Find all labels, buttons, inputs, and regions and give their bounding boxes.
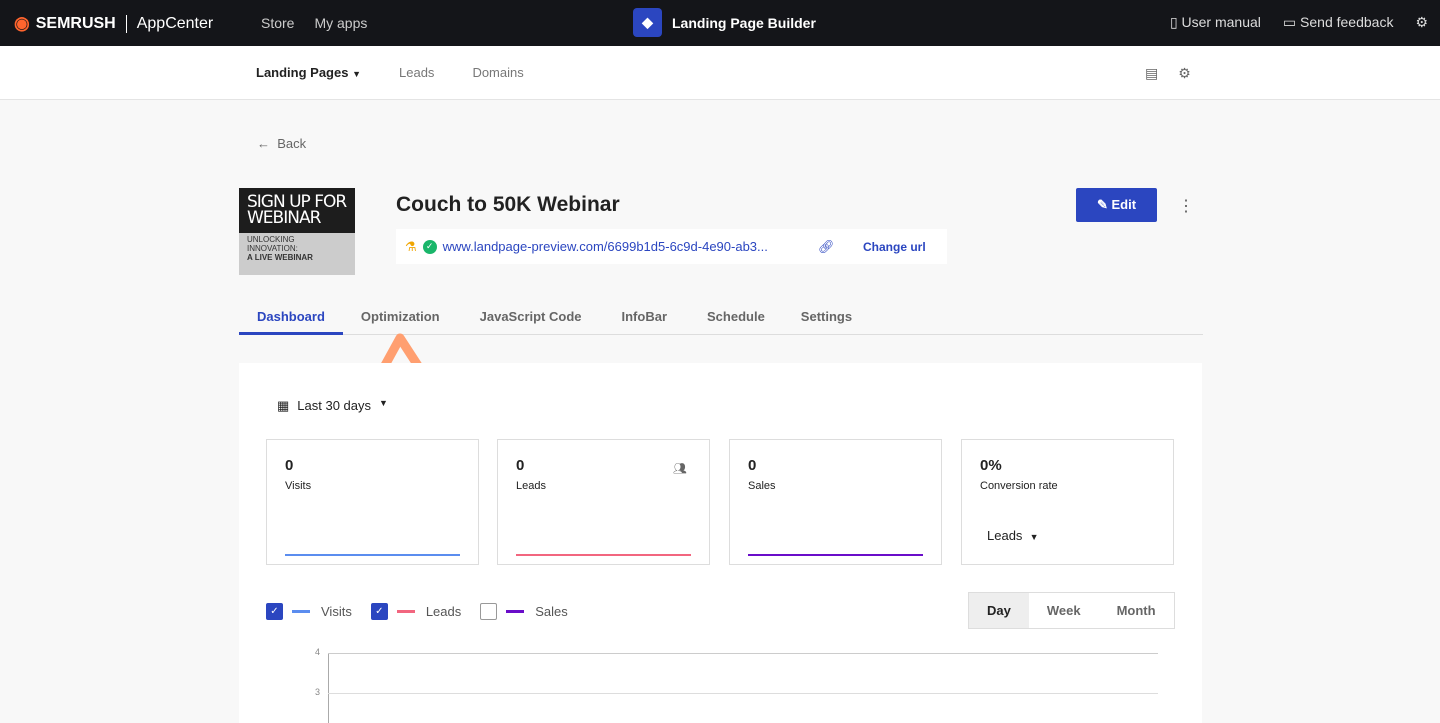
y-tick-label: 3 xyxy=(315,687,321,697)
conversion-select[interactable]: Leads ▼ xyxy=(987,528,1039,543)
nav-store[interactable]: Store xyxy=(261,15,295,31)
arrow-left-icon: ← xyxy=(257,136,278,151)
flask-icon: ⚗ xyxy=(405,238,417,254)
calendar-icon: ▦ xyxy=(277,398,290,413)
stat-leads: 0 Leads 👥︎ xyxy=(497,439,710,565)
send-feedback-link[interactable]: ▭ Send feedback xyxy=(1283,14,1394,31)
gear-icon[interactable]: ⚙ xyxy=(1178,65,1191,81)
granularity-month[interactable]: Month xyxy=(1116,603,1156,618)
nav-my-apps[interactable]: My apps xyxy=(314,15,368,31)
leads-checkbox[interactable]: ✓ xyxy=(370,603,388,620)
legend-swatch xyxy=(292,610,310,613)
legend-label: Leads xyxy=(425,604,462,619)
stat-label: Leads xyxy=(516,480,546,492)
stat-label: Visits xyxy=(285,480,312,492)
subnav-domains[interactable]: Domains xyxy=(472,65,524,80)
stat-label: Sales xyxy=(748,480,776,492)
book-icon: ▯ xyxy=(1169,14,1182,30)
sparkline xyxy=(285,554,460,556)
report-icon[interactable]: ▤ xyxy=(1145,65,1159,81)
tab-javascript-code[interactable]: JavaScript Code xyxy=(479,309,582,324)
chart-legend: ✓ Visits ✓ Leads Sales xyxy=(266,603,587,620)
stat-value: 0 xyxy=(516,457,525,474)
check-circle-icon: ✓ xyxy=(422,239,437,254)
page-url-link[interactable]: www.landpage-preview.com/6699b1d5-6c9d-4… xyxy=(442,239,768,254)
granularity-toggle: Day Week Month xyxy=(968,592,1175,629)
thumb-headline: SIGN UP FOR WEBINAR xyxy=(239,188,355,233)
user-manual-label: User manual xyxy=(1181,14,1261,30)
top-bar: ◉ SEMRUSH AppCenter Store My apps ◆ Land… xyxy=(0,0,1440,46)
tab-settings[interactable]: Settings xyxy=(800,309,853,324)
legend-swatch xyxy=(396,610,415,613)
chart-area: 4 3 xyxy=(315,647,1158,723)
stat-value: 0 xyxy=(285,457,294,474)
conversion-select-label: Leads xyxy=(987,528,1023,543)
edit-label: Edit xyxy=(1111,197,1137,212)
more-options-icon[interactable]: ⋮ xyxy=(1178,198,1194,215)
brand-text: SEMRUSH xyxy=(35,14,116,32)
appcenter-text: AppCenter xyxy=(136,14,214,32)
subnav-leads[interactable]: Leads xyxy=(399,65,435,80)
sales-checkbox[interactable] xyxy=(480,603,498,620)
page-thumbnail[interactable]: SIGN UP FOR WEBINAR UNLOCKING INNOVATION… xyxy=(239,188,355,275)
people-icon: 👥︎ xyxy=(673,463,687,475)
date-range-label: Last 30 days xyxy=(297,398,372,413)
thumb-line1: UNLOCKING INNOVATION: xyxy=(247,235,298,253)
app-title: ◆ Landing Page Builder xyxy=(633,8,816,37)
stat-visits: 0 Visits xyxy=(266,439,479,565)
settings-gear-icon[interactable]: ⚙ xyxy=(1415,14,1428,30)
tab-schedule[interactable]: Schedule xyxy=(707,309,765,324)
dashboard-card: ▦ Last 30 days ▼ 0 Visits 0 Leads 👥︎ 0 Sal… xyxy=(239,363,1202,723)
gridline xyxy=(328,653,1158,654)
tab-dashboard[interactable]: Dashboard xyxy=(239,300,343,335)
caret-down-icon: ▼ xyxy=(352,69,362,79)
visits-checkbox[interactable]: ✓ xyxy=(266,603,283,620)
legend-swatch xyxy=(506,610,525,613)
caret-down-icon: ▼ xyxy=(1029,532,1039,542)
sparkline xyxy=(748,554,923,556)
tab-infobar[interactable]: InfoBar xyxy=(621,309,668,324)
pencil-icon: ✎ xyxy=(1096,197,1112,212)
granularity-day[interactable]: Day xyxy=(969,593,1029,628)
page-title: Couch to 50K Webinar xyxy=(396,193,620,216)
app-logo-icon: ◆ xyxy=(633,8,662,37)
semrush-logo[interactable]: ◉ SEMRUSH AppCenter xyxy=(14,13,213,34)
y-axis xyxy=(328,653,329,723)
gridline xyxy=(328,693,1158,694)
edit-button[interactable]: ✎ Edit xyxy=(1076,188,1157,222)
legend-label: Sales xyxy=(535,604,568,619)
stat-conversion-rate: 0% Conversion rate Leads ▼ xyxy=(961,439,1174,565)
legend-label: Visits xyxy=(321,604,352,619)
comment-icon: ▭ xyxy=(1282,14,1301,30)
stat-label: Conversion rate xyxy=(980,480,1058,492)
stat-value: 0 xyxy=(748,457,757,474)
tab-optimization[interactable]: Optimization xyxy=(360,309,440,324)
back-link[interactable]: ← Back xyxy=(257,136,306,151)
subnav-landing-pages[interactable]: Landing Pages ▼ xyxy=(256,65,361,80)
divider xyxy=(125,14,127,33)
subnav-label: Landing Pages xyxy=(256,65,349,80)
date-range-select[interactable]: ▦ Last 30 days ▼ xyxy=(277,398,388,414)
send-feedback-label: Send feedback xyxy=(1300,14,1394,30)
caret-down-icon: ▼ xyxy=(379,398,388,408)
app-title-text: Landing Page Builder xyxy=(672,14,816,31)
sparkline xyxy=(516,554,691,556)
sub-nav: Landing Pages ▼ Leads Domains ▤ ⚙ xyxy=(0,46,1440,100)
stat-sales: 0 Sales xyxy=(729,439,942,565)
granularity-week[interactable]: Week xyxy=(1046,603,1081,618)
y-tick-label: 4 xyxy=(315,647,321,657)
back-label: Back xyxy=(277,136,307,151)
url-bar: ⚗ ✓ www.landpage-preview.com/6699b1d5-6c… xyxy=(396,229,947,264)
change-url-button[interactable]: Change url xyxy=(863,239,926,254)
thumb-line2: A LIVE WEBINAR xyxy=(247,253,313,262)
copy-link-icon[interactable]: 🔗︎ xyxy=(818,238,835,254)
user-manual-link[interactable]: ▯ User manual xyxy=(1170,14,1261,31)
semrush-fire-icon: ◉ xyxy=(14,13,30,33)
stat-value: 0% xyxy=(980,457,1002,474)
page-tabs: Dashboard Optimization JavaScript Code I… xyxy=(239,300,1203,335)
